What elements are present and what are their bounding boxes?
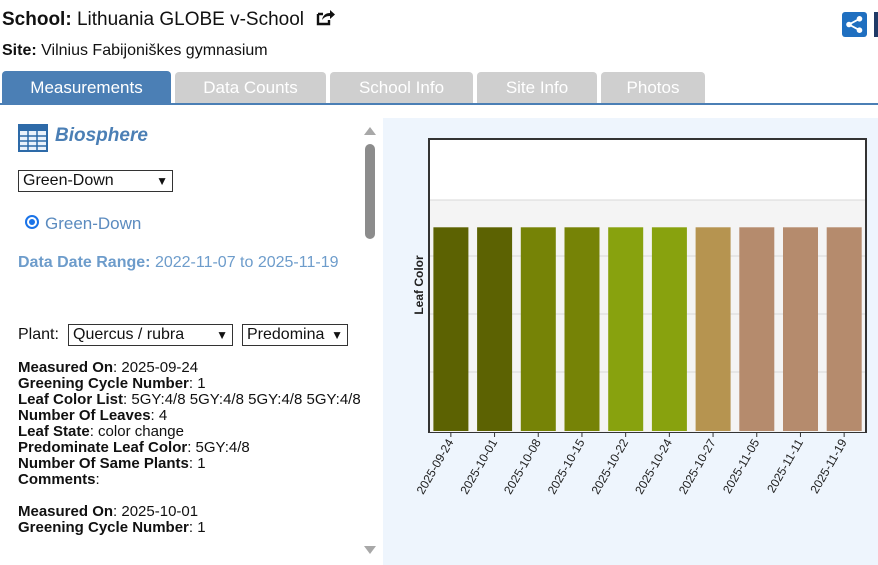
scroll-down-arrow-icon[interactable] [364, 546, 376, 554]
protocol-select-value: Green-Down [23, 172, 114, 189]
school-label: School: [2, 9, 72, 30]
share-button[interactable] [842, 12, 867, 37]
chevron-down-icon: ▼ [216, 328, 228, 342]
table-icon [18, 124, 48, 152]
tab-photos[interactable]: Photos [601, 72, 705, 104]
bar-2025-11-19[interactable] [826, 227, 862, 431]
x-tick-label: 2025-11-19 [807, 436, 850, 496]
panel-scrollbar[interactable] [362, 122, 378, 558]
protocol-radio-label[interactable]: Green-Down [45, 214, 142, 233]
tab-measurements[interactable]: Measurements [2, 71, 171, 104]
bar-2025-11-11[interactable] [783, 227, 818, 431]
edge-button[interactable] [874, 12, 878, 37]
tab-bar: Measurements Data Counts School Info Sit… [0, 71, 878, 104]
share-icon [846, 16, 863, 33]
x-tick-label: 2025-10-15 [545, 436, 588, 496]
y-axis-label: Leaf Color [412, 255, 426, 315]
record: Measured On: 2025-09-24 Greening Cycle N… [18, 360, 363, 488]
bar-2025-10-27[interactable] [695, 227, 731, 431]
x-tick-label: 2025-10-08 [501, 436, 544, 496]
record-field: Measured On: 2025-09-24 [18, 359, 199, 376]
bar-2025-10-24[interactable] [651, 227, 687, 431]
x-tick-label: 2025-10-27 [676, 436, 719, 496]
plant-select-value: Quercus / rubra [73, 326, 185, 343]
bar-2025-10-01[interactable] [477, 227, 513, 431]
x-tick-label: 2025-10-22 [588, 436, 631, 496]
record-field: Predominate Leaf Color: 5GY:4/8 [18, 439, 250, 456]
bar-2025-11-05[interactable] [739, 227, 775, 431]
date-range: Data Date Range: 2022-11-07 to 2025-11-1… [18, 250, 363, 276]
tab-data-counts[interactable]: Data Counts [175, 72, 326, 104]
plant-select[interactable]: Quercus / rubra ▼ [68, 324, 233, 346]
bar-2025-10-22[interactable] [608, 227, 644, 431]
record-field: Comments: [18, 471, 100, 488]
chevron-down-icon: ▼ [331, 328, 343, 342]
x-tick-label: 2025-10-24 [632, 436, 675, 496]
tab-school-info[interactable]: School Info [330, 72, 473, 104]
date-range-value: 2022-11-07 to 2025-11-19 [154, 254, 339, 271]
plant-label: Plant: [18, 326, 59, 343]
leaf-color-chart: 2025-09-24 2025-10-01 2025-10-08 2025-10-15… [412, 138, 867, 497]
x-tick-label: 2025-11-11 [764, 436, 806, 495]
color-select-value: Predomina [247, 326, 325, 343]
x-tick-label: 2025-10-01 [457, 436, 500, 496]
tab-site-info[interactable]: Site Info [477, 72, 597, 104]
scrollbar-thumb[interactable] [365, 144, 375, 239]
x-tick-label: 2025-09-24 [414, 436, 457, 496]
site-heading: Site: Vilnius Fabijoniškes gymnasium [2, 42, 268, 60]
bar-2025-09-24[interactable] [433, 227, 469, 431]
protocol-select[interactable]: Green-Down ▼ [18, 170, 173, 192]
school-heading: School: Lithuania GLOBE v-School [2, 9, 336, 33]
record: Measured On: 2025-10-01 Greening Cycle N… [18, 504, 363, 536]
record-field: Leaf Color List: 5GY:4/8 5GY:4/8 5GY:4/8… [18, 391, 361, 408]
panel-title: Biosphere [55, 125, 148, 146]
site-name: Vilnius Fabijoniškes gymnasium [41, 42, 268, 59]
record-field: Greening Cycle Number: 1 [18, 375, 206, 392]
record-field: Leaf State: color change [18, 423, 184, 440]
measurement-records: Measured On: 2025-09-24 Greening Cycle N… [18, 360, 363, 552]
bar-2025-10-15[interactable] [564, 227, 600, 431]
protocol-radio[interactable] [25, 215, 39, 229]
site-label: Site: [2, 42, 37, 59]
record-field: Number Of Same Plants: 1 [18, 455, 206, 472]
tab-underline [0, 103, 878, 105]
school-name: Lithuania GLOBE v-School [76, 9, 305, 30]
record-field: Number Of Leaves: 4 [18, 407, 168, 424]
external-link-icon[interactable] [315, 9, 336, 33]
color-select[interactable]: Predomina ▼ [242, 324, 348, 346]
record-field: Greening Cycle Number: 1 [18, 519, 206, 536]
x-tick-label: 2025-11-05 [720, 436, 763, 496]
scroll-up-arrow-icon[interactable] [364, 127, 376, 135]
date-range-label: Data Date Range: [18, 254, 151, 271]
record-field: Measured On: 2025-10-01 [18, 503, 199, 520]
bar-2025-10-08[interactable] [520, 227, 556, 431]
chevron-down-icon: ▼ [156, 174, 168, 188]
